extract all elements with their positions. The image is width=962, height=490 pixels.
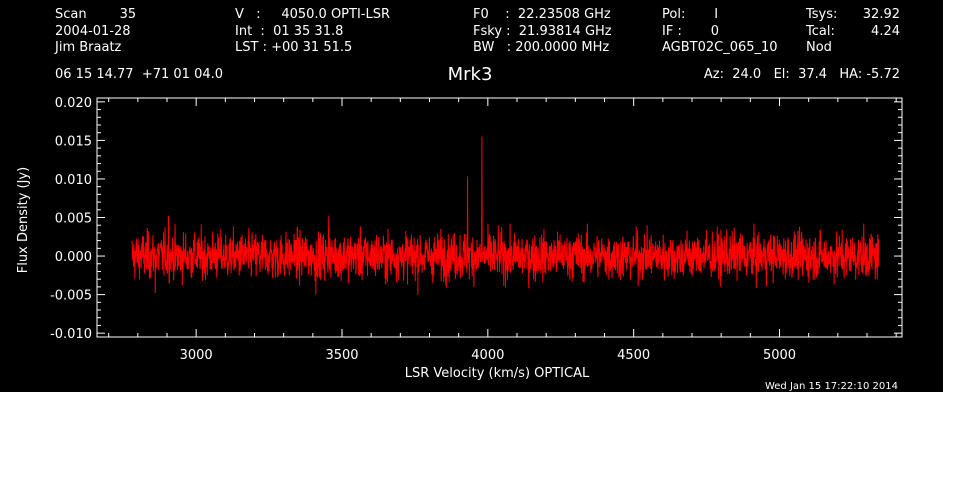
pol-label: Pol: I [662,7,718,22]
tsys-value: 32.92 [863,7,900,22]
x-tick-label: 4000 [471,348,504,363]
spectrum-plot: Scan 35 2004-01-28 Jim Braatz V : 4050.0… [16,7,903,392]
project-label: AGBT02C_065_10 [662,40,778,55]
integration-label: Int : 01 35 31.8 [235,24,343,39]
f0-label: F0 : 22.23508 GHz [473,7,611,22]
x-axis-title: LSR Velocity (km/s) OPTICAL [405,366,590,381]
lst-label: LST : +00 31 51.5 [235,40,352,55]
date-label: 2004-01-28 [55,24,131,39]
plot-frame [96,97,903,338]
y-tick-label: 0.005 [55,212,92,227]
plot-window: Scan 35 2004-01-28 Jim Braatz V : 4050.0… [0,0,943,392]
y-tick-label: -0.005 [50,289,92,304]
bw-label: BW : 200.0000 MHz [473,40,609,55]
y-tick-label: 0.020 [55,96,92,111]
spectrum-series [131,136,880,295]
x-tick-label: 3500 [325,348,358,363]
scan-label: Scan 35 [55,7,136,22]
y-tick-label: 0.015 [55,134,92,149]
tcal-label: Tcal: [805,24,835,39]
y-tick-label: 0.010 [55,173,92,188]
y-tick-label: -0.010 [50,327,92,342]
x-tick-label: 5000 [763,348,796,363]
tsys-label: Tsys: [805,7,837,22]
nod-label: Nod [806,40,832,55]
x-tick-label: 4500 [617,348,650,363]
az-el-ha-label: Az: 24.0 El: 37.4 HA: -5.72 [704,67,900,82]
tick-labels: 3000 3500 4000 4500 5000 0.020 0.015 0.010 0.005… [50,96,796,363]
fsky-label: Fsky : 21.93814 GHz [473,24,612,39]
spectrum-line [131,136,880,295]
timestamp: Wed Jan 15 17:22:10 2014 [765,381,898,392]
y-tick-label: 0.000 [55,250,92,265]
observer-label: Jim Braatz [54,40,122,55]
velocity-label: V : 4050.0 OPTI-LSR [235,7,390,22]
y-axis-title: Flux Density (Jy) [16,167,31,273]
x-tick-label: 3000 [180,348,213,363]
source-name: Mrk3 [448,64,493,85]
if-label: IF : 0 [662,24,719,39]
tcal-value: 4.24 [871,24,900,39]
coordinates-label: 06 15 14.77 +71 01 04.0 [55,67,223,82]
axis-ticks [97,98,902,337]
